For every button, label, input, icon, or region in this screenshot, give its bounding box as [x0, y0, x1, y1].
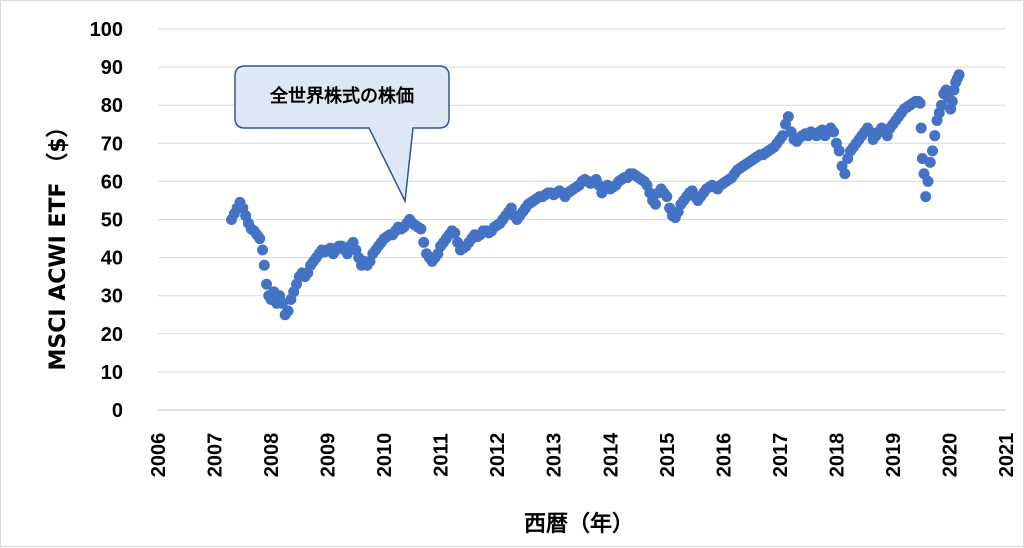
y-tick-label: 90 [101, 57, 123, 79]
data-point [418, 236, 430, 248]
data-point [929, 130, 941, 142]
x-axis-title: 西暦（年） [524, 511, 634, 537]
x-tick-label: 2007 [205, 433, 227, 478]
data-point [257, 244, 269, 256]
data-point [258, 259, 270, 271]
y-tick-label: 0 [112, 400, 123, 422]
data-point [415, 223, 427, 235]
y-tick-label: 40 [101, 248, 123, 270]
data-point [927, 145, 939, 157]
x-tick-label: 2014 [600, 432, 622, 477]
annotation-callout: 全世界株式の株価 [234, 65, 450, 204]
y-axis-tick-labels: 0 10 20 30 40 50 60 70 80 90 100 [90, 19, 123, 422]
data-point [833, 145, 845, 157]
y-tick-label: 30 [101, 286, 123, 308]
data-point [282, 305, 294, 317]
x-tick-label: 2016 [713, 433, 735, 478]
data-point [828, 126, 840, 138]
data-point [914, 97, 926, 109]
x-tick-label: 2011 [431, 433, 453, 476]
x-tick-label: 2013 [544, 433, 566, 478]
data-point [782, 111, 794, 123]
data-point [839, 168, 851, 180]
data-point [953, 69, 965, 81]
y-tick-label: 50 [101, 210, 123, 232]
data-point [254, 233, 266, 245]
gridlines [158, 28, 1006, 411]
y-tick-label: 80 [101, 95, 123, 117]
data-point [777, 130, 789, 142]
data-point [261, 278, 273, 290]
x-tick-label: 2015 [657, 433, 679, 478]
callout-bubble [234, 65, 450, 204]
y-tick-label: 20 [101, 324, 123, 346]
data-point [661, 191, 673, 203]
data-point [915, 122, 927, 134]
x-tick-label: 2017 [770, 433, 792, 478]
y-tick-label: 70 [101, 133, 123, 155]
x-tick-label: 2010 [374, 433, 396, 478]
data-point [649, 198, 661, 210]
y-tick-label: 60 [101, 171, 123, 193]
x-tick-label: 2009 [318, 433, 340, 478]
data-point [920, 191, 932, 203]
callout-text: 全世界株式の株価 [269, 85, 414, 107]
data-point [922, 175, 934, 187]
x-tick-label: 2008 [261, 433, 283, 478]
x-tick-label: 2021 [996, 433, 1018, 478]
data-point [946, 95, 958, 107]
x-tick-label: 2006 [148, 433, 170, 478]
x-axis-tick-labels: 2006 2007 2008 2009 2010 2011 2012 2013 2014 2015… [148, 432, 1018, 477]
x-tick-label: 2018 [826, 433, 848, 478]
x-tick-label: 2019 [883, 433, 905, 478]
y-tick-label: 10 [101, 362, 123, 384]
x-tick-label: 2012 [487, 433, 509, 478]
data-point [924, 156, 936, 168]
data-point [276, 297, 288, 309]
y-tick-label: 100 [90, 19, 123, 41]
data-point [449, 227, 461, 239]
x-tick-label: 2020 [939, 433, 961, 478]
data-series [225, 69, 965, 321]
data-point [936, 99, 948, 111]
y-axis-title: MSCI ACWI ETF （$） [46, 115, 71, 370]
